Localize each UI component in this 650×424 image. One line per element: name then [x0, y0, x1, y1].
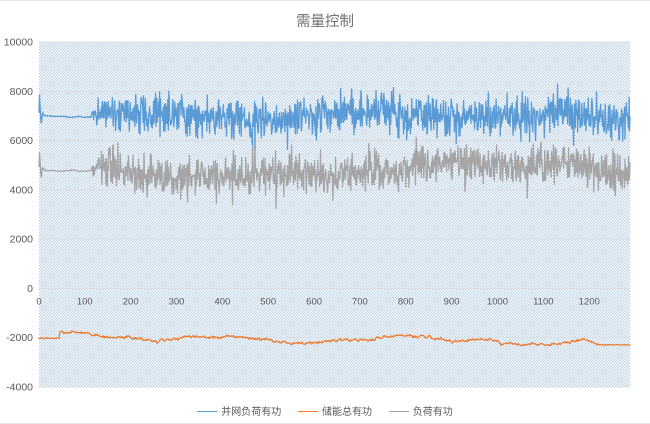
svg-text:100: 100 — [77, 296, 93, 307]
svg-text:0: 0 — [36, 296, 41, 307]
svg-text:-4000: -4000 — [6, 382, 33, 394]
svg-text:-2000: -2000 — [6, 332, 33, 344]
svg-text:6000: 6000 — [10, 135, 34, 147]
svg-text:2000: 2000 — [10, 234, 34, 246]
svg-text:4000: 4000 — [10, 184, 34, 196]
svg-text:700: 700 — [352, 296, 368, 307]
svg-text:900: 900 — [444, 296, 460, 307]
svg-text:10000: 10000 — [4, 37, 33, 49]
svg-text:1100: 1100 — [533, 296, 553, 307]
svg-text:1200: 1200 — [579, 296, 600, 307]
svg-text:600: 600 — [306, 296, 322, 307]
svg-text:400: 400 — [214, 296, 230, 307]
svg-text:8000: 8000 — [10, 86, 34, 98]
svg-text:1000: 1000 — [487, 296, 508, 307]
svg-text:200: 200 — [123, 296, 139, 307]
svg-text:0: 0 — [27, 283, 33, 295]
svg-text:300: 300 — [169, 296, 185, 307]
svg-text:500: 500 — [260, 296, 276, 307]
svg-text:800: 800 — [398, 296, 414, 307]
